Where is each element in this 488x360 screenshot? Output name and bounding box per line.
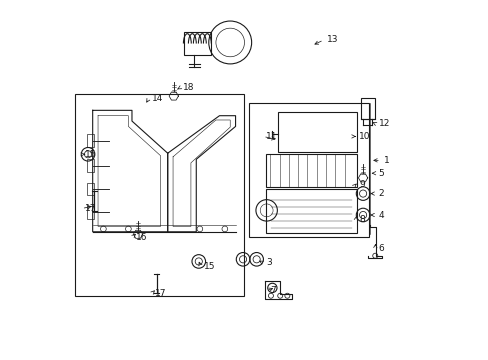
- Bar: [87, 183, 94, 195]
- Text: 14: 14: [152, 94, 163, 103]
- Bar: [265, 189, 356, 233]
- Bar: [278, 112, 356, 152]
- Text: 11: 11: [266, 132, 277, 141]
- Text: 10: 10: [358, 132, 369, 141]
- Text: 3: 3: [266, 258, 271, 267]
- Bar: [87, 159, 94, 172]
- Bar: [248, 103, 368, 237]
- Text: 15: 15: [84, 150, 96, 159]
- Text: 5: 5: [378, 169, 384, 178]
- Bar: [360, 98, 374, 118]
- Bar: [183, 32, 210, 55]
- Text: 12: 12: [378, 119, 389, 128]
- Text: 17: 17: [84, 204, 96, 213]
- Bar: [87, 134, 94, 147]
- Text: 13: 13: [326, 36, 338, 45]
- Text: 17: 17: [155, 289, 166, 298]
- Text: 18: 18: [183, 83, 194, 92]
- Bar: [87, 206, 94, 219]
- Text: 8: 8: [358, 215, 364, 224]
- Text: 6: 6: [378, 244, 384, 253]
- Text: 4: 4: [378, 211, 383, 220]
- Bar: [265, 154, 356, 187]
- Text: 7: 7: [269, 286, 275, 295]
- Text: 1: 1: [384, 156, 389, 165]
- Text: 16: 16: [135, 233, 147, 242]
- Text: 2: 2: [378, 189, 383, 198]
- Text: 15: 15: [203, 262, 215, 271]
- Bar: [75, 94, 244, 296]
- Text: 9: 9: [358, 180, 364, 189]
